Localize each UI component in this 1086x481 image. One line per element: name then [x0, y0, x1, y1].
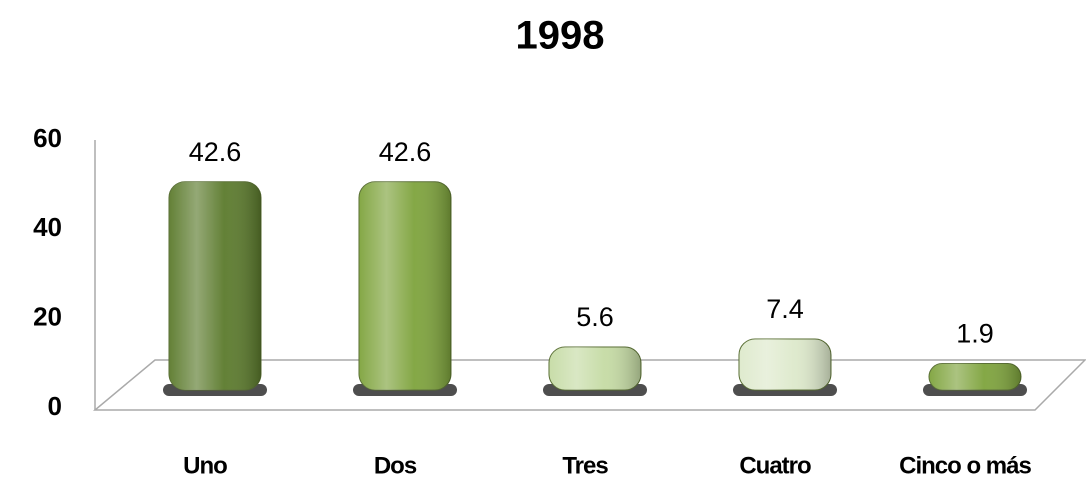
- y-tick-label: 0: [48, 391, 62, 421]
- bar-shine: [549, 346, 641, 390]
- chart-title: 1998: [516, 14, 605, 58]
- y-tick-label: 20: [33, 302, 62, 332]
- y-tick-label: 40: [33, 212, 62, 242]
- value-label: 5.6: [576, 302, 614, 332]
- value-label: 7.4: [766, 294, 804, 324]
- value-label: 42.6: [379, 137, 432, 167]
- x-tick-label: Uno: [183, 452, 227, 479]
- value-label: 42.6: [189, 137, 242, 167]
- x-tick-label: Dos: [374, 452, 417, 479]
- bar-shine: [359, 181, 451, 390]
- x-tick-label: Cinco o más: [899, 452, 1031, 479]
- x-tick-label: Cuatro: [739, 452, 811, 479]
- bar-shine: [929, 363, 1021, 390]
- bar-shine: [739, 338, 831, 390]
- x-tick-label: Tres: [562, 452, 608, 479]
- y-tick-label: 60: [33, 123, 62, 153]
- floor: [92, 359, 1086, 411]
- bar-shine: [169, 181, 261, 390]
- value-label: 1.9: [956, 319, 994, 349]
